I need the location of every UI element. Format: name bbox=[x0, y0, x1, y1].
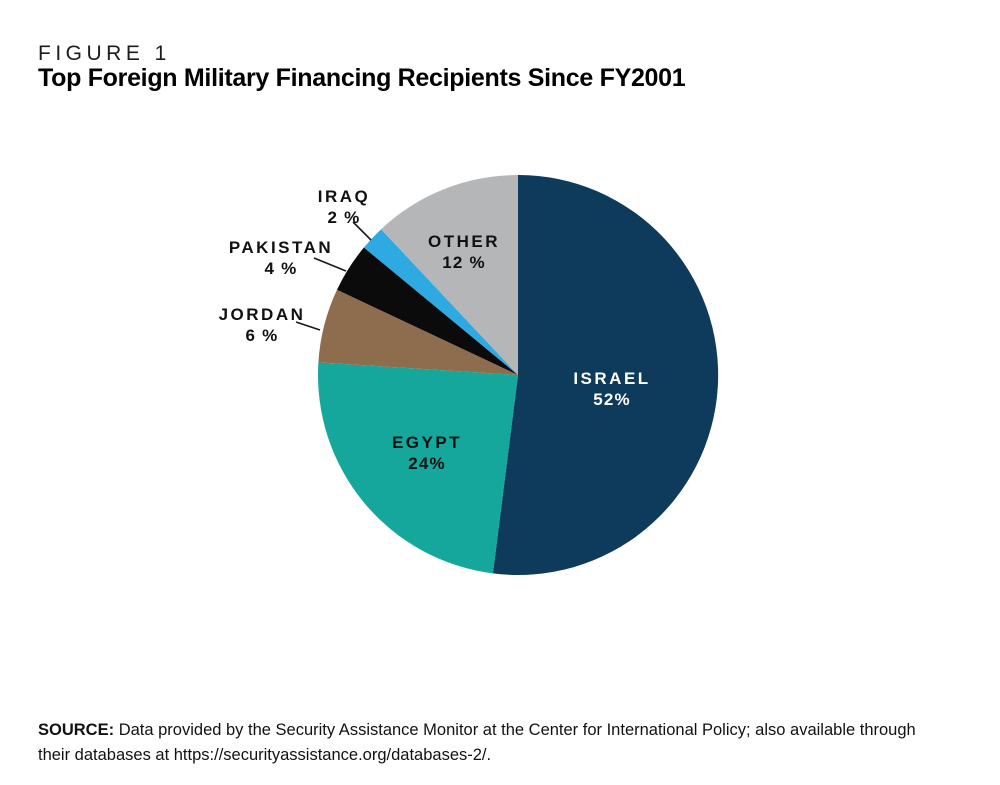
source-text-line1: Data provided by the Security Assistance… bbox=[118, 720, 916, 739]
slice-label-israel: ISRAEL bbox=[573, 369, 650, 388]
slice-label-jordan: JORDAN bbox=[219, 305, 306, 324]
leader-line-iraq bbox=[352, 221, 372, 241]
pie-slice-pakistan bbox=[337, 247, 518, 375]
figure-kicker: FIGURE 1 bbox=[38, 42, 171, 65]
source-text-line2: their databases at https://securityassis… bbox=[38, 745, 492, 764]
pie-slice-iraq bbox=[363, 229, 518, 375]
leader-line-pakistan bbox=[313, 257, 347, 272]
slice-value-other: 12 % bbox=[442, 253, 486, 272]
slice-value-iraq: 2 % bbox=[328, 208, 361, 227]
slice-value-pakistan: 4 % bbox=[265, 259, 298, 278]
source-label: SOURCE: bbox=[38, 720, 115, 739]
slice-value-israel: 52% bbox=[593, 390, 631, 409]
pie-slice-jordan bbox=[318, 289, 518, 375]
slice-label-pakistan: PAKISTAN bbox=[229, 238, 333, 257]
slice-value-jordan: 6 % bbox=[246, 326, 279, 345]
figure-title: Top Foreign Military Financing Recipient… bbox=[38, 64, 686, 92]
slice-label-egypt: EGYPT bbox=[392, 433, 462, 452]
slice-value-egypt: 24% bbox=[408, 454, 446, 473]
leader-line-jordan bbox=[295, 321, 321, 331]
pie-slice-israel bbox=[492, 174, 719, 575]
pie-slice-other bbox=[381, 175, 518, 375]
slice-label-iraq: IRAQ bbox=[318, 187, 371, 206]
slice-label-other: OTHER bbox=[428, 232, 500, 251]
source-note: SOURCE: Data provided by the Security As… bbox=[38, 718, 968, 768]
pie-slice-egypt bbox=[318, 362, 518, 574]
